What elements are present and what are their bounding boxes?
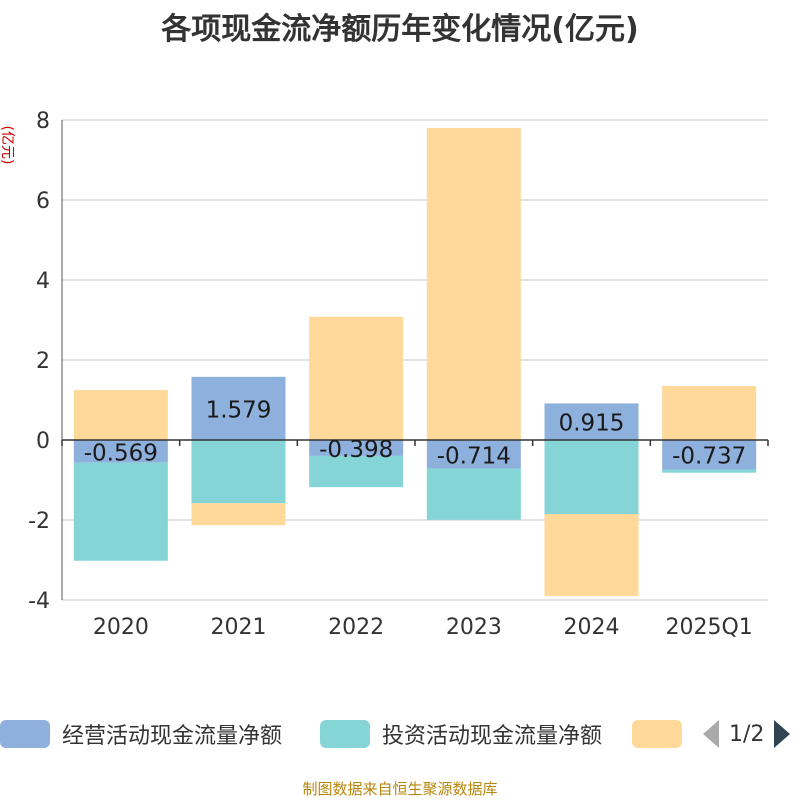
y-tick-label: 2 [36,349,50,374]
data-label-operating-2021: 1.579 [206,397,272,423]
bar-investing-2022 [309,455,404,488]
legend-label-operating: 经营活动现金流量净额 [62,724,283,749]
legend-prev-page-icon[interactable] [703,720,719,748]
data-source-note: 制图数据来自恒生聚源数据库 [302,780,498,798]
bar-operating-2020 [73,440,168,463]
bar-investing-2020 [73,462,168,561]
bar-operating-2021 [191,376,286,440]
legend-item-third[interactable] [632,716,682,752]
x-tick-label: 2024 [564,615,620,640]
x-tick-label: 2022 [328,615,384,640]
x-tick-label: 2025Q1 [666,615,753,640]
y-tick-label: -2 [28,509,50,534]
data-label-operating-2023: -0.714 [437,443,511,469]
legend-item-investing[interactable]: 投资活动现金流量净额 [320,716,602,752]
data-label-operating-2025Q1: -0.737 [672,444,746,470]
y-tick-label: 0 [36,429,50,454]
bar-third-2021 [191,503,286,526]
x-tick-label: 2023 [446,615,502,640]
legend: 经营活动现金流量净额 投资活动现金流量净额 1/2 [0,716,800,752]
data-label-operating-2024: 0.915 [559,411,625,437]
stacked-bar-chart: -4 -2 0 2 4 6 8 (亿元) -0.569 1.579 -0.398 -0.714 0.91… [0,109,769,640]
legend-pager: 1/2 [703,716,791,752]
legend-swatch-operating [0,720,50,748]
bar-investing-2024 [544,440,639,514]
legend-item-operating[interactable]: 经营活动现金流量净额 [0,716,282,752]
bar-investing-2023 [426,468,521,520]
y-tick-label: 8 [36,109,50,134]
legend-swatch-third [632,720,682,748]
legend-swatch-investing [320,720,370,748]
bar-operating-2025Q1 [662,440,757,470]
x-tick-label: 2021 [211,615,267,640]
legend-page-indicator: 1/2 [729,721,765,747]
bar-operating-2023 [426,440,521,469]
y-tick-label: 4 [36,269,50,294]
data-label-operating-2022: -0.398 [319,437,393,463]
y-tick-label: 6 [36,189,50,214]
bar-third-2020 [73,390,168,440]
y-tick-label: -4 [28,589,50,614]
bar-third-2023 [426,128,521,440]
legend-next-page-icon[interactable] [774,720,791,748]
bar-third-2024 [544,514,639,596]
chart-title: 各项现金流净额历年变化情况(亿元) [161,12,639,47]
bar-third-2025Q1 [662,386,757,440]
data-label-operating-2020: -0.569 [84,440,158,466]
y-axis-label: (亿元) [0,126,15,165]
bar-operating-2022 [309,440,404,456]
bar-third-2022 [309,316,404,440]
legend-label-investing: 投资活动现金流量净额 [382,724,603,749]
bar-operating-2024 [544,403,639,440]
bar-investing-2021 [191,440,286,504]
bar-investing-2025Q1 [662,469,757,473]
x-tick-label: 2020 [93,615,149,640]
